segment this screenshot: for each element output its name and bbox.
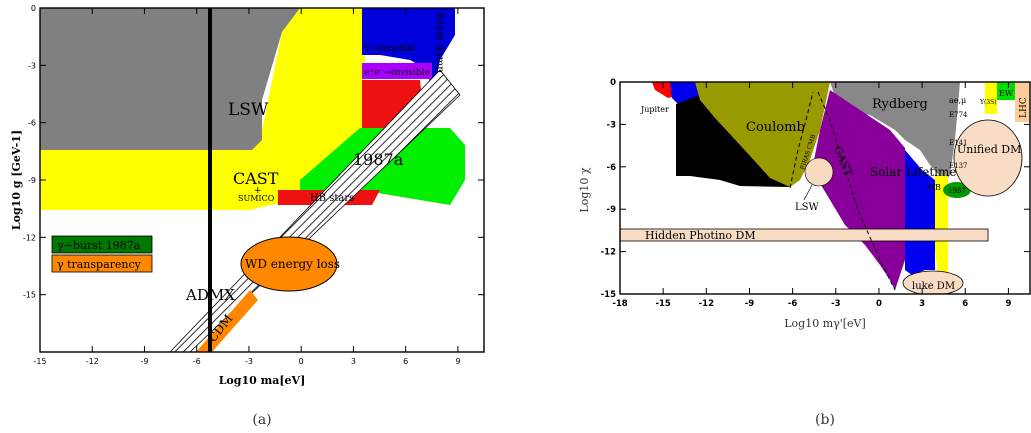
panel-a: γ−burst 1987a γ transparency LSW CAST + … [10,4,485,428]
y-tick-label: -6 [607,163,617,173]
label-a-e-mu: ae,μ [949,96,966,105]
label-beam-dump: Beam dump [434,12,445,73]
panel-b-regions [620,82,1030,294]
region-unified-dm [953,119,1023,197]
label-admx: ADMX [185,286,235,304]
panel-b-xlabel: Log10 mγ'[eV] [784,317,866,330]
label-hb-stars: HB stars [310,193,354,204]
region-ee-invisible [362,63,432,79]
label-e137: E137 [949,162,967,170]
region-1987 [943,182,971,198]
region-lsw-b [804,157,834,187]
label-ee-invisible: e⁺e⁻→invisible [364,68,430,78]
label-lhc: LHC [1019,97,1029,118]
y-tick-label: -9 [607,205,617,215]
label-hidden-photino-dm: Hidden Photino DM [645,229,756,242]
y-tick-label: -12 [601,248,616,258]
x-tick-label: 3 [919,299,925,309]
panel-b-caption: (b) [815,412,835,428]
label-1987: 1987 [948,187,966,195]
region-coulomb [695,82,830,187]
panel-a-regions [40,8,484,352]
label-ew: EW [999,89,1014,98]
legend-gamma-transparency-label: γ transparency [57,258,142,271]
x-tick-label: -9 [745,299,755,309]
region-ew [997,82,1015,100]
x-tick-label: -12 [699,299,714,309]
x-tick-label: -15 [33,357,46,366]
region-luke-dm [902,270,964,294]
x-tick-label: 0 [876,299,882,309]
legend-gamma-burst-label: γ−burst 1987a [57,239,141,252]
label-1987a: 1987a [353,150,404,169]
label-solar-lifetime: Solar Lifetime [870,165,956,179]
x-tick-label: -18 [612,299,627,309]
label-cmb: CMB [687,138,715,151]
legend-gamma-burst-box [51,235,153,254]
region-hatched-band [169,69,461,352]
y-tick-label: 0 [31,4,36,13]
panel-a-axes: -15 -12 -9 -6 -3 0 3 6 9 0 -3 -6 -9 -12 -15 [23,4,484,366]
label-jupiter: Jupiter [640,105,669,114]
x-tick-label: -6 [788,299,798,309]
region-hidden-photino-dm [620,228,989,242]
lsw-pointer [803,184,813,201]
region-lhc [1015,82,1030,122]
panel-b-frame [619,81,1031,295]
region-y3s [985,82,997,114]
label-unified-dm: Unified DM [957,143,1021,156]
x-tick-label: 9 [1005,299,1011,309]
legend-gamma-transparency-box [51,254,153,273]
region-rydberg [830,82,960,182]
label-rydberg: Rydberg [872,97,928,112]
y-tick-label: -3 [28,61,36,70]
label-e774: E774 [949,111,968,119]
label-y3s: Υ(3S) [979,99,997,106]
y-tick-label: -3 [607,120,617,130]
x-tick-label: -6 [193,357,201,366]
label-lsw: LSW [228,100,269,120]
label-lsw-b: LSW [795,202,819,213]
label-upsilon-invisible: Υ→invisible [363,44,416,54]
panel-b: Jupiter Earth Coulomb CMB FIRAS CMB CAST… [578,78,1031,428]
panel-a-xlabel: Log10 ma[eV] [219,374,306,387]
y-tick-label: 0 [610,78,616,88]
y-tick-label: -15 [23,291,36,300]
label-hb-b: HB [928,183,941,192]
x-tick-label: 0 [299,357,304,366]
label-wd-energy-loss: WD energy loss [245,257,340,271]
region-cast [40,8,365,210]
region-hb [905,150,935,275]
label-e141: E141 [949,139,967,147]
y-tick-label: -9 [28,176,36,185]
x-tick-label: -3 [245,357,253,366]
x-tick-label: 3 [351,357,356,366]
x-tick-label: -9 [140,357,148,366]
label-sumico: SUMICO [238,194,275,203]
x-tick-label: 9 [455,357,460,366]
label-earth: Earth [677,105,700,114]
region-wd-energy-loss [240,236,338,292]
label-cast-plus: + [254,186,262,196]
x-tick-label: -3 [831,299,841,309]
x-tick-label: 6 [962,299,968,309]
firas-dashed-curve [789,91,814,189]
region-lsw [40,8,300,150]
panel-a-caption: (a) [252,412,271,428]
region-jupiter [652,82,675,98]
label-coulomb: Coulomb [746,120,805,135]
panel-b-ylabel: Log10 χ [578,167,591,212]
x-tick-label: 6 [403,357,408,366]
x-tick-label: -15 [655,299,670,309]
y-tick-label: -15 [601,290,616,300]
x-tick-label: -12 [86,357,99,366]
y-tick-label: -6 [28,119,36,128]
panel-b-axes: -18 -15 -12 -9 -6 -3 0 3 6 90-3-6-9-12-15 [601,78,1030,309]
label-luke-dm: luke DM [912,281,955,292]
y-tick-label: -12 [23,233,36,242]
panel-a-ylabel: Log10 g [GeV-1] [10,130,23,230]
label-cast: CAST [233,169,279,188]
cast-dashed-curve [817,91,896,291]
